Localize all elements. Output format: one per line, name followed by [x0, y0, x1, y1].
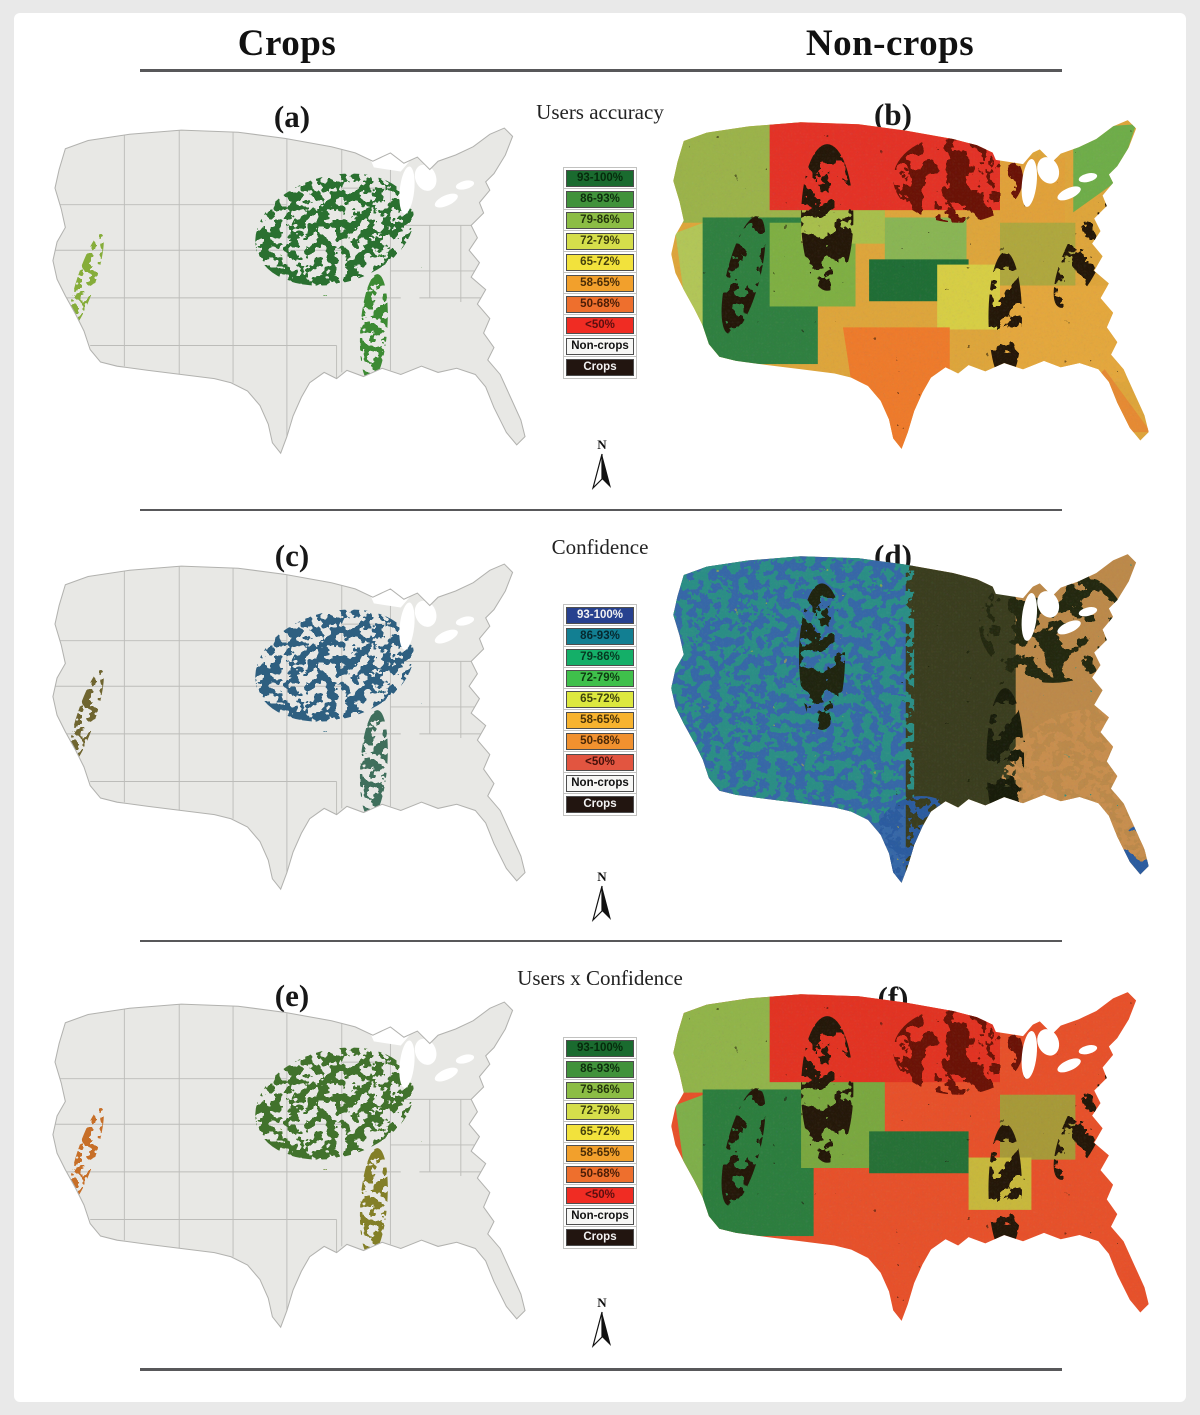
map-f-users-x-confidence-noncrops [642, 990, 1180, 1346]
legend-item: 86-93% [566, 1061, 634, 1078]
legend-item: 50-68% [566, 1166, 634, 1183]
legend-item: 65-72% [566, 254, 634, 271]
legend-item: 65-72% [566, 691, 634, 708]
divider-top [140, 69, 1062, 72]
panel-letter-e: (e) [274, 978, 310, 1013]
legend-item: Non-crops [566, 775, 634, 792]
legend-item: 86-93% [566, 628, 634, 645]
panel-letter-a: (a) [273, 99, 311, 134]
legend-item: Non-crops [566, 1208, 634, 1225]
legend-item: 72-79% [566, 233, 634, 250]
legend-item: 93-100% [566, 170, 634, 187]
north-label: N [597, 437, 607, 452]
map-b-users-accuracy-noncrops [642, 118, 1180, 474]
legend-item: 72-79% [566, 1103, 634, 1120]
panel-letter-c: (c) [274, 538, 310, 573]
legend-item: Crops [566, 359, 634, 376]
legend-item: 93-100% [566, 607, 634, 624]
legend-item: 50-68% [566, 733, 634, 750]
legend-users-accuracy: 93-100% 86-93% 79-86% 72-79% 65-72% 58-6… [566, 170, 634, 380]
legend-item: <50% [566, 1187, 634, 1204]
map-e-users-x-confidence-crops [25, 1000, 555, 1352]
north-arrow: N [585, 436, 619, 494]
north-label: N [597, 869, 607, 884]
legend-item: 79-86% [566, 649, 634, 666]
legend-item: 58-65% [566, 712, 634, 729]
divider-row2 [140, 940, 1062, 942]
legend-item: 50-68% [566, 296, 634, 313]
legend-confidence: 93-100% 86-93% 79-86% 72-79% 65-72% 58-6… [566, 607, 634, 817]
map-c-confidence-crops [25, 562, 555, 914]
north-arrow: N [585, 1294, 619, 1352]
map-a-users-accuracy-crops [25, 126, 555, 478]
legend-item: 65-72% [566, 1124, 634, 1141]
legend-users-x-confidence: 93-100% 86-93% 79-86% 72-79% 65-72% 58-6… [566, 1040, 634, 1250]
legend-item: Non-crops [566, 338, 634, 355]
legend-item: 86-93% [566, 191, 634, 208]
map-d-confidence-noncrops [642, 552, 1180, 908]
legend-item: Crops [566, 796, 634, 813]
legend-item: <50% [566, 754, 634, 771]
legend-item: 93-100% [566, 1040, 634, 1057]
north-label: N [597, 1295, 607, 1310]
divider-row1 [140, 509, 1062, 511]
legend-item: 72-79% [566, 670, 634, 687]
column-title-noncrops: Non-crops [805, 23, 975, 64]
legend-item: 79-86% [566, 1082, 634, 1099]
row-title-users-x-confidence: Users x Confidence [517, 966, 683, 990]
panel-letter-b: (b) [874, 97, 912, 132]
row-title-users-accuracy: Users accuracy [536, 100, 664, 124]
legend-item: 58-65% [566, 1145, 634, 1162]
legend-item: <50% [566, 317, 634, 334]
legend-item: 79-86% [566, 212, 634, 229]
legend-item: 58-65% [566, 275, 634, 292]
north-arrow: N [585, 868, 619, 926]
column-title-crops: Crops [237, 23, 337, 64]
divider-bottom [140, 1368, 1062, 1371]
row-title-confidence: Confidence [551, 535, 649, 559]
legend-item: Crops [566, 1229, 634, 1246]
